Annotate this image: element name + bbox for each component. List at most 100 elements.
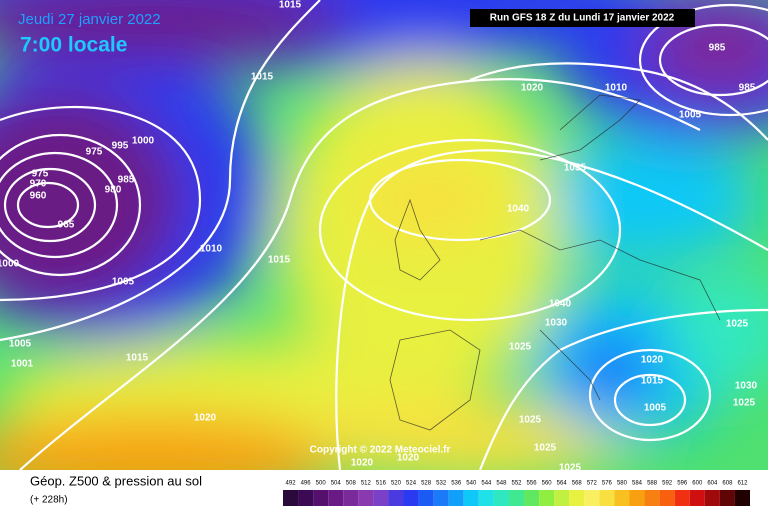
isobar-label: 1040 [549,299,572,310]
scale-cell [734,490,750,506]
scale-cell [644,490,660,506]
isobar-label: 1020 [351,458,374,469]
scale-label: 500 [316,481,327,487]
date: Jeudi 27 janvier 2022 [18,11,161,28]
scale-label: 604 [707,481,718,487]
isobar-label: 995 [112,141,129,152]
isobar-label: 960 [30,191,47,202]
isobar-label: 1020 [521,83,544,94]
isobar-label: 1000 [132,136,155,147]
isobar-label: 1015 [641,376,664,387]
scale-cell [569,490,585,506]
scale-cell [689,490,705,506]
copyright: Copyright © 2022 Meteociel.fr [310,445,451,456]
isobar-label: 1035 [564,163,587,174]
scale-cell [614,490,630,506]
scale-cell [599,490,615,506]
isobar-label: 965 [58,220,75,231]
scale-cell [524,490,540,506]
scale-label: 524 [406,481,417,487]
scale-label: 536 [451,481,462,487]
scale-cell [298,490,314,506]
scale-label: 584 [632,481,643,487]
isobar-label: 1015 [251,72,274,83]
scale-label: 612 [737,481,748,487]
isobar-label: 1030 [545,318,568,329]
scale-cell [463,490,479,506]
scale-label: 572 [587,481,598,487]
scale-label: 592 [662,481,673,487]
scale-cell [448,490,464,506]
isobar-label: 1015 [268,255,291,266]
scale-label: 492 [286,481,297,487]
scale-cell [584,490,600,506]
scale-label: 520 [391,481,402,487]
isobar-label: 1005 [679,110,702,121]
scale-label: 608 [722,481,733,487]
scale-label: 564 [557,481,568,487]
geopotential-field [0,0,768,470]
scale-cell [403,490,419,506]
scale-label: 528 [421,481,432,487]
scale-label: 560 [542,481,553,487]
isobar-label: 1015 [279,0,302,11]
isobar-label: 1005 [112,277,135,288]
scale-cell [554,490,570,506]
scale-cell [704,490,720,506]
lead-time: (+ 228h) [30,495,68,506]
footer-title: Géop. Z500 & pression au sol [30,473,202,488]
local-time: 7:00 locale [20,34,127,57]
isobar-label: 1005 [9,339,32,350]
scale-cell [433,490,449,506]
isobar-label: 1005 [644,403,667,414]
isobar-label: 1025 [726,319,749,330]
scale-cell [539,490,555,506]
scale-cell [313,490,329,506]
scale-label: 540 [466,481,477,487]
isobar-label: 1020 [641,355,664,366]
scale-label: 596 [677,481,688,487]
scale-label: 600 [692,481,703,487]
scale-cell [493,490,509,506]
isobar-label: 980 [105,185,122,196]
scale-label: 512 [361,481,372,487]
scale-cell [629,490,645,506]
scale-label: 552 [511,481,522,487]
isobar-label: 1010 [605,83,628,94]
isobar-label: 1025 [509,342,532,353]
scale-label: 516 [376,481,387,487]
isobar-label: 1020 [397,453,420,464]
isobar-label: 1025 [559,463,582,474]
isobar-label: 1015 [126,353,149,364]
isobar-label: 1000 [0,259,20,270]
isobar-label: 1020 [194,413,217,424]
isobar-label: 975 [32,169,49,180]
run-box [470,9,695,27]
run-info: Run GFS 18 Z du Lundi 17 janvier 2022 [490,13,675,24]
scale-label: 548 [496,481,507,487]
scale-cell [343,490,359,506]
scale-label: 544 [481,481,492,487]
scale-cell [358,490,374,506]
scale-label: 496 [301,481,312,487]
isobar-label: 985 [739,83,756,94]
scale-cell [388,490,404,506]
isobar-label: 1025 [733,398,756,409]
isobar-label: 1010 [200,244,223,255]
isobar-label: 975 [86,147,103,158]
scale-label: 580 [617,481,628,487]
scale-cell [719,490,735,506]
scale-label: 588 [647,481,658,487]
scale-label: 556 [527,481,538,487]
scale-label: 568 [572,481,583,487]
scale-cell [478,490,494,506]
isobar-label: 1030 [735,381,758,392]
isobar-label: 1001 [11,359,34,370]
scale-label: 576 [602,481,613,487]
isobar-label: 1025 [534,443,557,454]
isobar-label: 985 [118,175,135,186]
isobar-label: 1025 [519,415,542,426]
scale-cell [659,490,675,506]
scale-cell [418,490,434,506]
